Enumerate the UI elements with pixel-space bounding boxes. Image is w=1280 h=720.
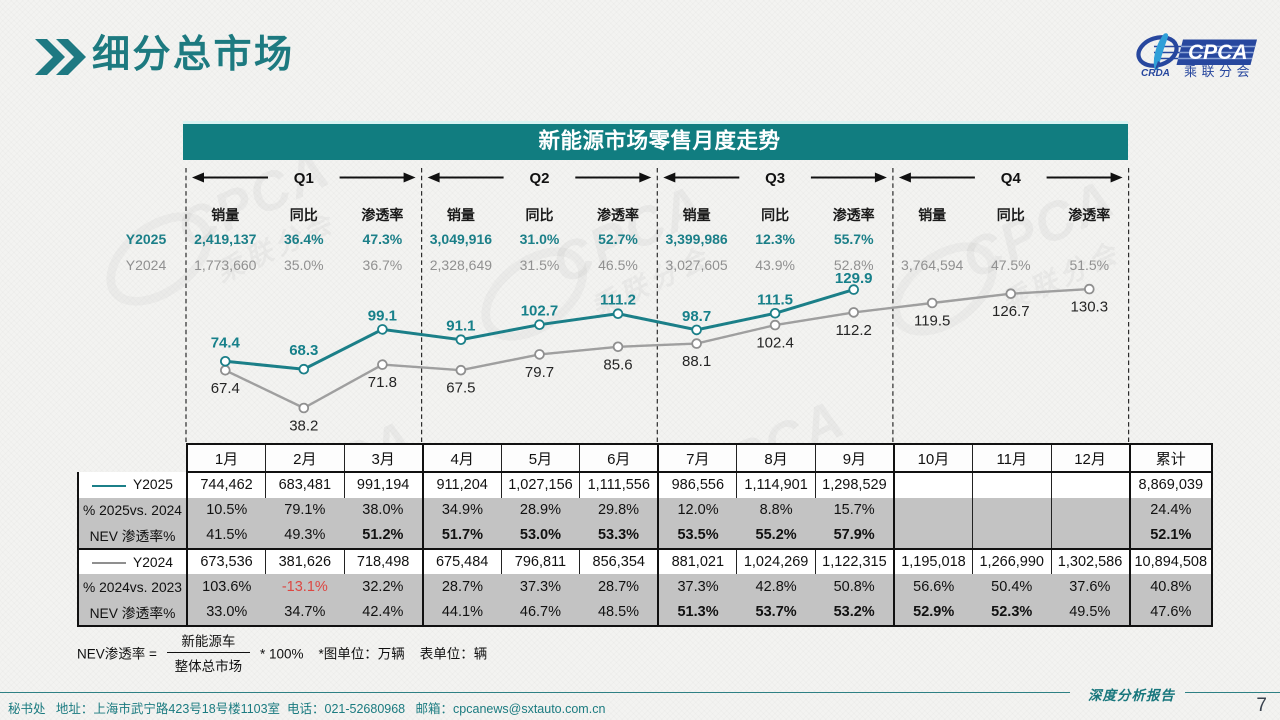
svg-text:38.2: 38.2 [289, 418, 318, 435]
svg-text:Q3: Q3 [765, 170, 785, 187]
svg-text:71.8: 71.8 [368, 374, 397, 391]
svg-text:67.5: 67.5 [446, 380, 475, 397]
svg-text:乘联分会: 乘联分会 [1184, 64, 1254, 79]
svg-text:88.1: 88.1 [682, 353, 711, 370]
svg-text:CRDA: CRDA [1141, 68, 1170, 79]
svg-text:74.4: 74.4 [211, 334, 241, 351]
svg-text:67.4: 67.4 [211, 380, 240, 397]
svg-text:119.5: 119.5 [914, 313, 950, 330]
svg-text:112.2: 112.2 [835, 322, 871, 339]
svg-text:102.7: 102.7 [521, 303, 559, 320]
svg-text:111.5: 111.5 [757, 291, 793, 308]
svg-text:111.2: 111.2 [600, 292, 636, 309]
svg-text:98.7: 98.7 [682, 308, 711, 325]
svg-text:Q2: Q2 [529, 170, 549, 187]
svg-text:102.4: 102.4 [756, 335, 794, 352]
svg-text:Q4: Q4 [1001, 170, 1022, 187]
svg-text:126.7: 126.7 [992, 303, 1030, 320]
svg-text:99.1: 99.1 [368, 307, 397, 324]
svg-text:129.9: 129.9 [835, 270, 873, 287]
svg-text:Q1: Q1 [294, 170, 314, 187]
svg-text:CPCA: CPCA [1188, 41, 1248, 64]
svg-text:91.1: 91.1 [446, 318, 475, 335]
svg-text:68.3: 68.3 [289, 342, 318, 359]
svg-text:85.6: 85.6 [603, 356, 632, 373]
svg-text:130.3: 130.3 [1071, 299, 1109, 316]
svg-text:79.7: 79.7 [525, 364, 554, 381]
